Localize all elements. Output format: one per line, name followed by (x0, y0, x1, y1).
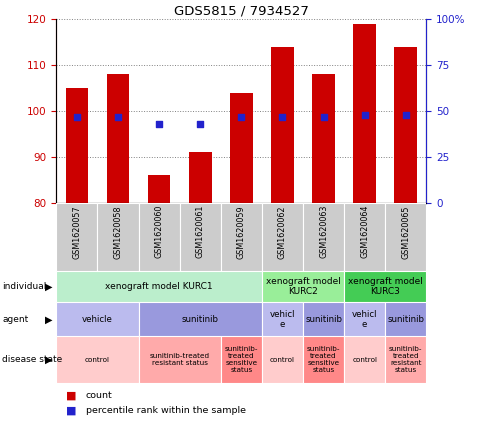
Text: xenograft model
KURC2: xenograft model KURC2 (266, 277, 341, 296)
Text: ▶: ▶ (45, 354, 53, 365)
Bar (303, 302, 344, 336)
Text: agent: agent (2, 315, 29, 324)
Text: control: control (85, 357, 110, 363)
Bar (344, 336, 385, 383)
Text: individual: individual (2, 282, 47, 291)
Bar (303, 336, 344, 383)
Bar (56, 302, 139, 336)
Point (402, 111, 410, 118)
Text: count: count (86, 391, 113, 400)
Bar (344, 271, 426, 302)
Text: GSM1620060: GSM1620060 (155, 205, 164, 258)
Text: GSM1620064: GSM1620064 (360, 205, 369, 258)
Text: vehicle: vehicle (82, 315, 113, 324)
Text: ▶: ▶ (45, 282, 53, 291)
Bar (98, 203, 139, 271)
Text: disease state: disease state (2, 355, 63, 364)
Text: control: control (270, 357, 295, 363)
Bar (189, 152, 212, 203)
Text: sunitinib: sunitinib (305, 315, 342, 324)
Text: sunitinib-
treated
resistant
status: sunitinib- treated resistant status (389, 346, 422, 373)
Bar (180, 203, 221, 271)
Text: GSM1620061: GSM1620061 (196, 205, 205, 258)
Bar (344, 203, 385, 271)
Bar (56, 336, 139, 383)
Point (155, 121, 163, 127)
Text: vehicl
e: vehicl e (270, 310, 295, 329)
Bar (56, 271, 262, 302)
Text: xenograft model
KURC3: xenograft model KURC3 (348, 277, 423, 296)
Point (196, 121, 204, 127)
Title: GDS5815 / 7934527: GDS5815 / 7934527 (174, 5, 309, 18)
Text: GSM1620057: GSM1620057 (73, 205, 81, 259)
Text: GSM1620059: GSM1620059 (237, 205, 246, 259)
Text: xenograft model KURC1: xenograft model KURC1 (105, 282, 213, 291)
Point (319, 113, 327, 120)
Text: sunitinib: sunitinib (182, 315, 219, 324)
Text: ▶: ▶ (45, 314, 53, 324)
Text: sunitinib-
treated
sensitive
status: sunitinib- treated sensitive status (307, 346, 340, 373)
Text: vehicl
e: vehicl e (352, 310, 377, 329)
Bar (385, 203, 426, 271)
Bar (221, 336, 262, 383)
Text: sunitinib-treated
resistant status: sunitinib-treated resistant status (149, 353, 210, 366)
Point (238, 113, 245, 120)
Bar (385, 302, 426, 336)
Bar (394, 47, 417, 203)
Bar (262, 203, 303, 271)
Point (278, 113, 286, 120)
Bar (385, 336, 426, 383)
Bar (139, 203, 180, 271)
Text: ■: ■ (66, 405, 76, 415)
Bar (262, 271, 344, 302)
Bar (353, 24, 376, 203)
Text: percentile rank within the sample: percentile rank within the sample (86, 406, 246, 415)
Text: ■: ■ (66, 390, 76, 401)
Bar (56, 203, 98, 271)
Bar (139, 336, 221, 383)
Bar (139, 302, 262, 336)
Text: sunitinib: sunitinib (387, 315, 424, 324)
Bar (66, 88, 88, 203)
Point (361, 111, 368, 118)
Bar (312, 74, 335, 203)
Bar (262, 336, 303, 383)
Bar (271, 47, 294, 203)
Text: sunitinib-
treated
sensitive
status: sunitinib- treated sensitive status (224, 346, 258, 373)
Bar (262, 302, 303, 336)
Text: GSM1620058: GSM1620058 (114, 205, 122, 258)
Text: control: control (352, 357, 377, 363)
Bar (221, 203, 262, 271)
Bar (303, 203, 344, 271)
Bar (344, 302, 385, 336)
Bar (107, 74, 129, 203)
Text: GSM1620063: GSM1620063 (319, 205, 328, 258)
Bar (148, 176, 171, 203)
Text: GSM1620065: GSM1620065 (401, 205, 410, 258)
Point (73, 113, 81, 120)
Text: GSM1620062: GSM1620062 (278, 205, 287, 258)
Bar (230, 93, 253, 203)
Point (114, 113, 122, 120)
